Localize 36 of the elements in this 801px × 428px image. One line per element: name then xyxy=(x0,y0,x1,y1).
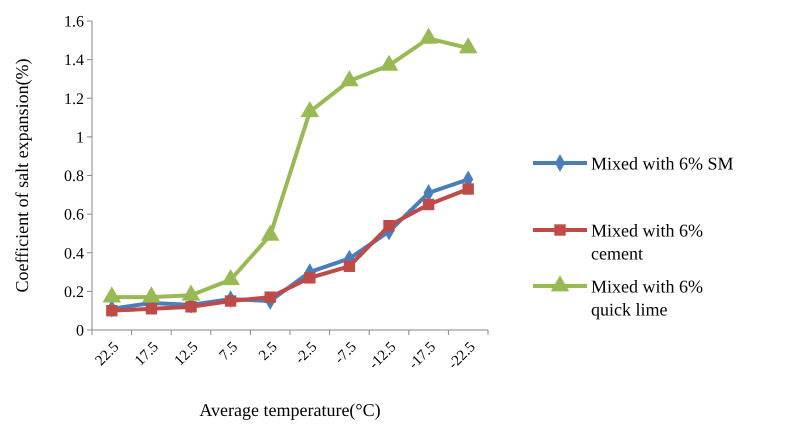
x-tick-label: 17.5 xyxy=(132,339,162,370)
legend-label: Mixed with 6% cement xyxy=(591,220,703,264)
point xyxy=(106,304,118,316)
point xyxy=(422,198,434,210)
point xyxy=(264,291,276,303)
point xyxy=(419,28,438,44)
point xyxy=(300,101,320,118)
y-tick-label: 0.4 xyxy=(64,245,84,262)
legend-label: Mixed with 6% quick lime xyxy=(591,276,703,320)
point xyxy=(224,295,236,307)
point xyxy=(458,37,478,54)
point xyxy=(383,220,395,232)
point xyxy=(340,70,359,86)
y-tick-label: 1.6 xyxy=(64,14,84,31)
x-tick-label: 12.5 xyxy=(172,339,202,370)
x-tick-label: -7.5 xyxy=(332,339,360,368)
x-tick-label: 22.5 xyxy=(92,339,122,370)
point xyxy=(462,183,474,195)
point xyxy=(304,272,316,284)
point xyxy=(146,303,158,314)
x-tick-label: -2.5 xyxy=(292,339,320,368)
y-axis-title: Coefficient of salt expansion(%) xyxy=(12,58,32,293)
y-tick-label: 0.8 xyxy=(64,168,84,186)
x-axis-title: Average temperature(°C) xyxy=(199,400,381,420)
y-tick-label: 0.6 xyxy=(64,206,84,224)
y-tick-label: 1.4 xyxy=(64,52,84,70)
y-tick-label: 0 xyxy=(76,322,84,340)
y-tick-label: 1 xyxy=(76,129,84,146)
y-tick-label: 1.2 xyxy=(64,90,84,108)
x-tick-label: 7.5 xyxy=(216,339,242,364)
point xyxy=(344,260,356,272)
point xyxy=(380,54,398,71)
x-tick-label: 2.5 xyxy=(256,339,281,364)
legend-label: Mixed with 6% SM xyxy=(591,153,734,174)
y-tick-label: 0.2 xyxy=(64,284,84,301)
point xyxy=(185,301,197,313)
